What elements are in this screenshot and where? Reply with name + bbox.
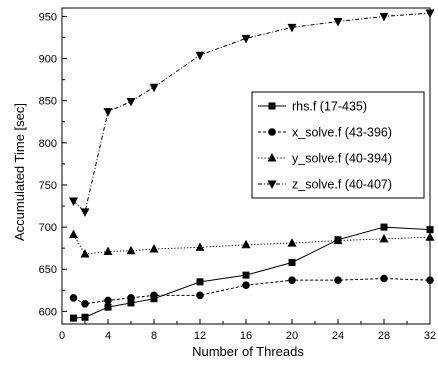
- data-point: [150, 291, 158, 300]
- data-point: [380, 274, 388, 283]
- legend-marker: [268, 128, 276, 136]
- data-point: [426, 276, 434, 284]
- data-point: [149, 83, 159, 93]
- data-point: [425, 9, 435, 19]
- data-point: [104, 296, 112, 305]
- data-point: [70, 314, 77, 322]
- data-point: [69, 229, 78, 239]
- y-tick-label: 900: [39, 54, 57, 66]
- data-point: [241, 239, 251, 249]
- legend-label: y_solve.f (40-394): [292, 152, 392, 166]
- data-point: [426, 226, 434, 234]
- data-point: [242, 281, 250, 290]
- y-tick-label: 700: [39, 222, 57, 234]
- y-axis-ticks: 600 650 700 750 800 850 900 950: [39, 11, 67, 318]
- legend: rhs.f (17-435) x_solve.f (43-396) y_solve.…: [251, 91, 425, 199]
- legend-label: rhs.f (17-435): [292, 100, 367, 114]
- data-point: [127, 294, 135, 302]
- x-axis-title: Number of Threads: [192, 344, 304, 359]
- y-tick-label: 850: [39, 96, 57, 108]
- data-point: [81, 299, 89, 308]
- x-tick-label: 32: [424, 330, 436, 342]
- series-square: [70, 223, 434, 322]
- x-tick-label: 24: [332, 330, 344, 342]
- legend-marker: [267, 180, 277, 189]
- data-point: [287, 23, 297, 33]
- x-tick-label: 28: [378, 330, 390, 342]
- y-tick-label: 800: [39, 138, 57, 150]
- data-point: [288, 258, 296, 266]
- data-point: [195, 51, 205, 61]
- data-point: [126, 98, 136, 107]
- data-point: [379, 12, 389, 22]
- series-circle: [69, 274, 434, 308]
- y-tick-label: 950: [39, 11, 57, 23]
- data-point: [126, 245, 136, 255]
- data-point: [380, 223, 388, 231]
- data-point: [288, 276, 296, 284]
- legend-label: z_solve.f (40-407): [292, 178, 392, 192]
- data-point: [242, 271, 250, 279]
- data-point: [127, 299, 135, 307]
- series-line: [73, 277, 431, 305]
- series-line: [73, 234, 431, 255]
- data-point: [287, 238, 297, 247]
- y-axis-title: Accumulated Time [sec]: [12, 103, 27, 241]
- data-point: [333, 17, 343, 27]
- data-point: [104, 303, 112, 311]
- data-point: [81, 313, 89, 321]
- data-point: [69, 197, 78, 206]
- data-point: [80, 208, 90, 217]
- x-tick-label: 16: [240, 330, 252, 342]
- legend-marker: [268, 102, 276, 110]
- data-point: [69, 294, 78, 302]
- x-tick-label: 12: [194, 330, 206, 342]
- data-point: [80, 249, 90, 258]
- x-tick-label: 0: [59, 330, 65, 342]
- x-tick-label: 20: [286, 330, 298, 342]
- x-tick-label: 4: [105, 330, 111, 342]
- legend-box: [251, 91, 425, 199]
- data-point: [149, 244, 159, 253]
- legend-label: x_solve.f (43-396): [292, 126, 392, 140]
- series-layer: [69, 9, 435, 322]
- data-point: [334, 276, 342, 284]
- legend-marker: [267, 153, 277, 162]
- data-point: [195, 242, 205, 251]
- data-point: [333, 235, 343, 245]
- y-tick-label: 750: [39, 180, 57, 192]
- x-tick-label: 8: [151, 330, 157, 342]
- series-line: [73, 226, 431, 319]
- data-point: [379, 233, 389, 243]
- y-tick-label: 650: [39, 264, 57, 276]
- x-axis-ticks: 0 4 8 12 16 20 24 28 32: [59, 319, 436, 342]
- data-point: [103, 108, 113, 117]
- y-tick-label: 600: [39, 306, 57, 318]
- data-point: [196, 278, 204, 286]
- data-point: [103, 246, 113, 256]
- data-point: [196, 291, 204, 300]
- data-point: [241, 34, 251, 44]
- series-triangle-down: [69, 9, 435, 217]
- series-triangle-up: [69, 229, 435, 258]
- data-point: [425, 232, 435, 241]
